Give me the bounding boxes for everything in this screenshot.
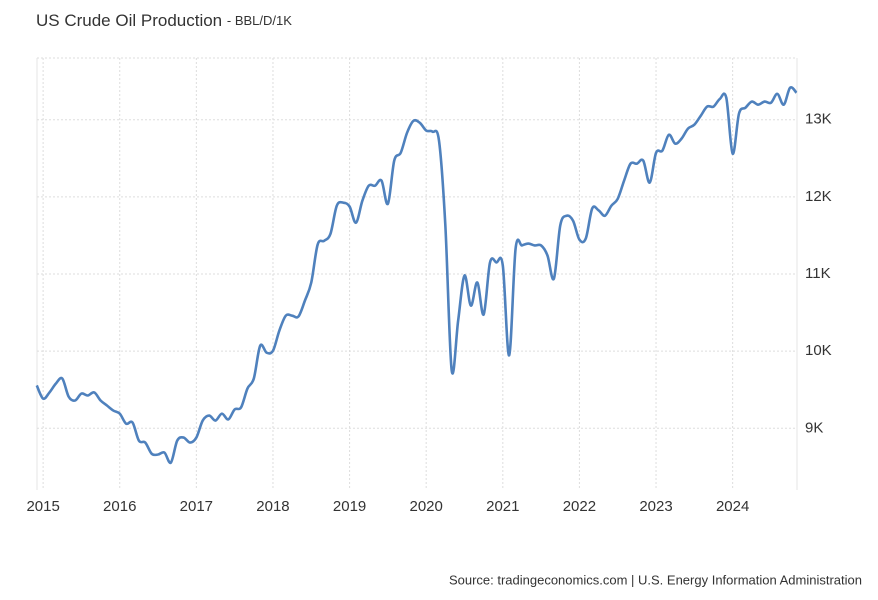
line-series (35, 86, 798, 465)
x-tick-label: 2015 (26, 498, 59, 515)
x-tick-label: 2021 (486, 498, 519, 515)
x-tick-label: 2018 (256, 498, 289, 515)
subtitle: - BBL/D/1K (227, 13, 292, 28)
y-tick-label: 9K (805, 419, 823, 436)
x-tick-label: 2022 (563, 498, 596, 515)
x-tick-label: 2020 (410, 498, 443, 515)
x-tick-label: 2017 (180, 498, 213, 515)
x-tick-label: 2023 (639, 498, 672, 515)
x-tick-label: 2019 (333, 498, 366, 515)
y-tick-label: 12K (805, 188, 832, 205)
y-tick-label: 11K (805, 265, 831, 282)
x-tick-label: 2024 (716, 498, 749, 515)
x-tick-label: 2016 (103, 498, 136, 515)
y-tick-label: 10K (805, 342, 832, 359)
chart-title: US Crude Oil Production - BBL/D/1K (36, 11, 292, 30)
y-tick-label: 13K (805, 111, 832, 128)
source: Source: tradingeconomics.com | U.S. Ener… (449, 572, 862, 587)
title: US Crude Oil Production (36, 11, 222, 30)
